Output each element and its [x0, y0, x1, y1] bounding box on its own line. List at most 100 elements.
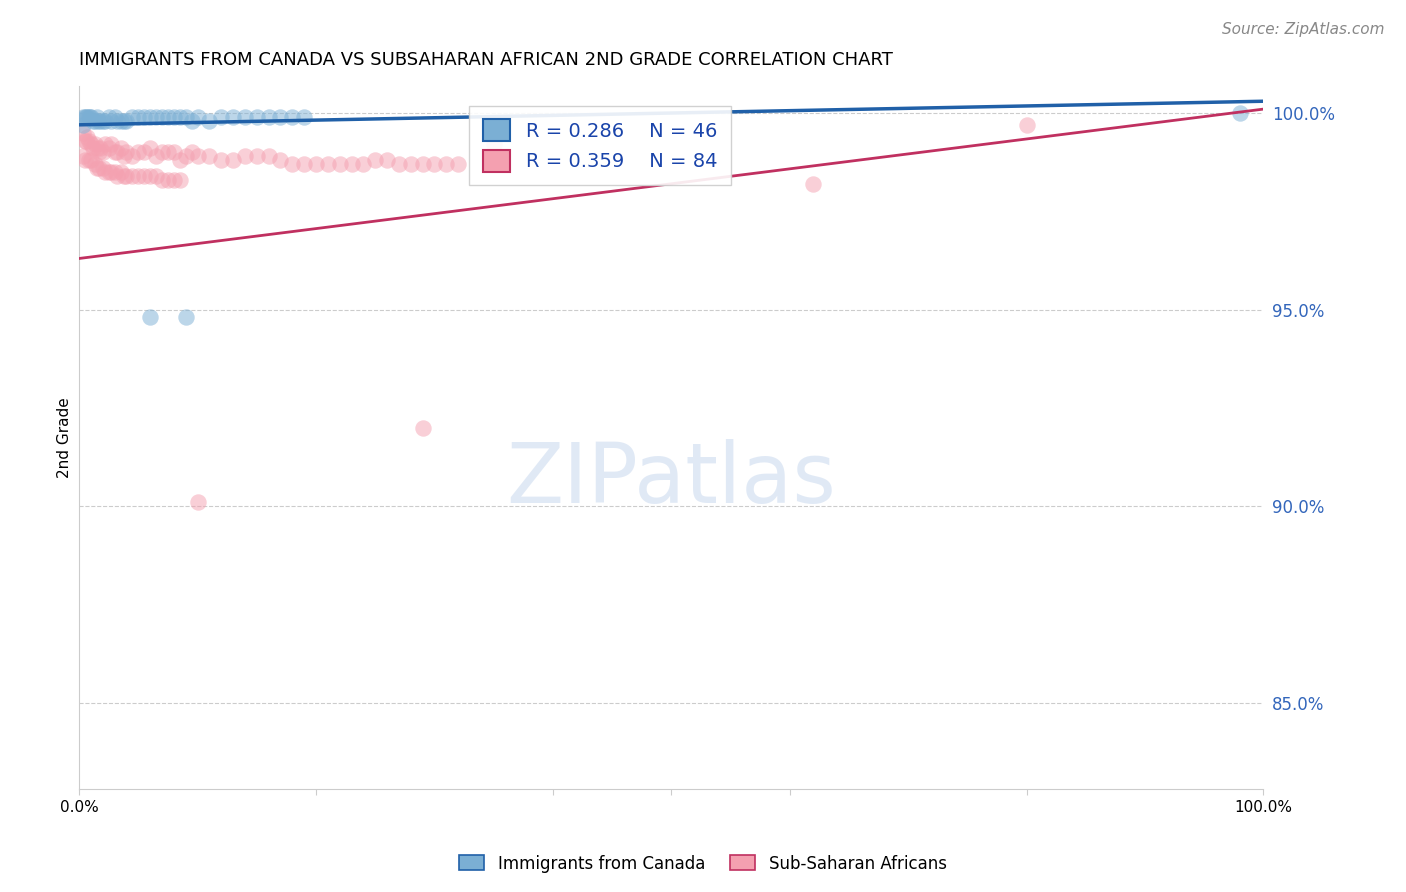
- Point: [97, 110, 120, 124]
- Point: [150, 145, 173, 160]
- Point: [174, 149, 197, 163]
- Point: [1229, 106, 1251, 120]
- Point: [150, 173, 173, 187]
- Point: [79, 110, 101, 124]
- Point: [388, 157, 411, 171]
- Point: [163, 173, 186, 187]
- Point: [163, 145, 186, 160]
- Point: [222, 153, 245, 168]
- Point: [412, 420, 434, 434]
- Point: [399, 157, 422, 171]
- Point: [1015, 118, 1038, 132]
- Point: [72, 149, 94, 163]
- Point: [364, 153, 387, 168]
- Point: [169, 110, 191, 124]
- Point: [156, 145, 179, 160]
- Point: [80, 153, 103, 168]
- Point: [75, 134, 97, 148]
- Point: [94, 137, 117, 152]
- Point: [73, 153, 96, 168]
- Point: [150, 110, 173, 124]
- Point: [72, 110, 94, 124]
- Point: [423, 157, 446, 171]
- Point: [233, 110, 256, 124]
- Point: [198, 149, 221, 163]
- Point: [187, 110, 209, 124]
- Point: [97, 141, 120, 155]
- Point: [83, 137, 105, 152]
- Point: [180, 145, 202, 160]
- Point: [121, 169, 143, 183]
- Point: [100, 165, 122, 179]
- Point: [104, 165, 127, 179]
- Point: [187, 149, 209, 163]
- Point: [281, 110, 304, 124]
- Point: [115, 114, 138, 128]
- Point: [198, 114, 221, 128]
- Point: [105, 145, 128, 160]
- Point: [447, 157, 470, 171]
- Point: [375, 153, 398, 168]
- Point: [83, 114, 105, 128]
- Point: [94, 165, 117, 179]
- Point: [89, 161, 111, 175]
- Point: [73, 134, 96, 148]
- Point: [305, 157, 328, 171]
- Point: [89, 145, 111, 160]
- Point: [281, 157, 304, 171]
- Point: [127, 110, 149, 124]
- Point: [134, 110, 156, 124]
- Point: [121, 110, 143, 124]
- Point: [82, 141, 104, 155]
- Point: [94, 114, 117, 128]
- Point: [180, 114, 202, 128]
- Point: [91, 145, 114, 160]
- Legend: Immigrants from Canada, Sub-Saharan Africans: Immigrants from Canada, Sub-Saharan Afri…: [453, 848, 953, 880]
- Point: [156, 110, 179, 124]
- Point: [91, 114, 114, 128]
- Point: [329, 157, 352, 171]
- Point: [121, 149, 143, 163]
- Point: [169, 173, 191, 187]
- Point: [75, 110, 97, 124]
- Legend: R = 0.286    N = 46, R = 0.359    N = 84: R = 0.286 N = 46, R = 0.359 N = 84: [470, 106, 731, 186]
- Point: [139, 310, 162, 325]
- Point: [80, 137, 103, 152]
- Point: [434, 157, 457, 171]
- Point: [104, 145, 127, 160]
- Point: [80, 110, 103, 124]
- Point: [82, 114, 104, 128]
- Point: [87, 114, 110, 128]
- Point: [105, 114, 128, 128]
- Text: IMMIGRANTS FROM CANADA VS SUBSAHARAN AFRICAN 2ND GRADE CORRELATION CHART: IMMIGRANTS FROM CANADA VS SUBSAHARAN AFR…: [79, 51, 893, 69]
- Point: [139, 141, 162, 155]
- Point: [86, 141, 108, 155]
- Point: [83, 157, 105, 171]
- Point: [269, 153, 291, 168]
- Point: [145, 149, 167, 163]
- Point: [91, 161, 114, 175]
- Point: [139, 110, 162, 124]
- Point: [110, 141, 132, 155]
- Point: [76, 110, 98, 124]
- Point: [292, 110, 315, 124]
- Point: [127, 169, 149, 183]
- Point: [209, 110, 232, 124]
- Point: [72, 126, 94, 140]
- Point: [269, 110, 291, 124]
- Point: [100, 114, 122, 128]
- Point: [104, 110, 127, 124]
- Point: [134, 169, 156, 183]
- Point: [77, 134, 100, 148]
- Point: [89, 114, 111, 128]
- Point: [112, 149, 135, 163]
- Text: ZIPatlas: ZIPatlas: [506, 439, 837, 520]
- Point: [100, 137, 122, 152]
- Y-axis label: 2nd Grade: 2nd Grade: [58, 397, 72, 478]
- Point: [246, 149, 269, 163]
- Point: [110, 165, 132, 179]
- Point: [257, 149, 280, 163]
- Point: [145, 169, 167, 183]
- Point: [233, 149, 256, 163]
- Point: [86, 110, 108, 124]
